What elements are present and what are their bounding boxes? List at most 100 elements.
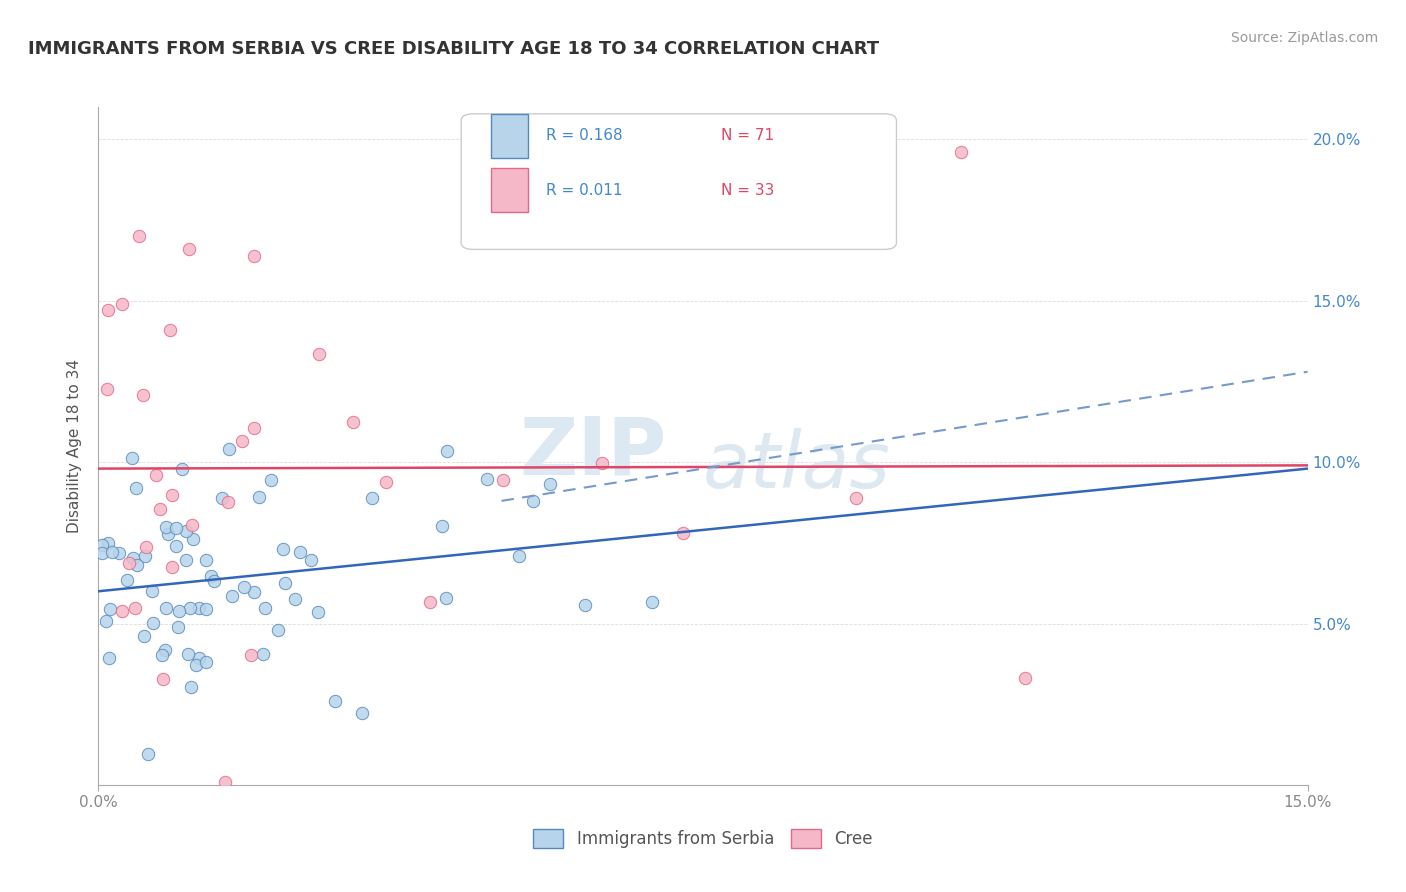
Point xyxy=(299,552,322,566)
Point xyxy=(323,694,346,708)
Text: R = 0.011: R = 0.011 xyxy=(546,183,623,198)
Point xyxy=(243,584,266,599)
Point xyxy=(307,605,329,619)
FancyBboxPatch shape xyxy=(461,114,897,250)
Point xyxy=(181,517,204,532)
Point xyxy=(167,620,190,634)
Point xyxy=(177,242,200,256)
Point xyxy=(176,648,198,662)
FancyBboxPatch shape xyxy=(492,114,527,158)
Point xyxy=(845,491,868,505)
Point xyxy=(165,521,187,535)
Point xyxy=(436,591,458,605)
Point xyxy=(118,556,141,570)
Point xyxy=(155,519,177,533)
Point xyxy=(155,601,177,615)
Point xyxy=(342,415,364,429)
Point xyxy=(134,549,156,563)
Point xyxy=(352,706,374,720)
Point xyxy=(239,648,262,662)
Point xyxy=(149,502,172,516)
Point xyxy=(150,648,173,662)
Point xyxy=(271,541,294,556)
Point xyxy=(194,655,217,669)
Point xyxy=(202,574,225,588)
Point xyxy=(172,461,194,475)
Text: N = 71: N = 71 xyxy=(721,128,775,144)
Point xyxy=(145,468,167,483)
Point xyxy=(231,434,253,448)
Point xyxy=(152,672,174,686)
Text: Source: ZipAtlas.com: Source: ZipAtlas.com xyxy=(1230,31,1378,45)
Point xyxy=(142,615,165,630)
Point xyxy=(96,614,118,628)
Text: ZIP: ZIP xyxy=(519,414,666,491)
Point xyxy=(211,491,233,505)
Point xyxy=(591,456,613,470)
Point xyxy=(200,569,222,583)
Point xyxy=(375,475,398,489)
Point xyxy=(97,536,120,550)
Point xyxy=(160,560,183,574)
Point xyxy=(218,442,240,456)
Point xyxy=(179,601,201,615)
Point xyxy=(136,747,159,761)
Point xyxy=(283,591,305,606)
Text: R = 0.168: R = 0.168 xyxy=(546,128,623,144)
Point xyxy=(419,595,441,609)
Point xyxy=(195,553,218,567)
Point xyxy=(132,629,155,643)
Point xyxy=(508,549,530,564)
Point xyxy=(188,600,211,615)
Point xyxy=(574,598,596,612)
Point xyxy=(108,546,131,560)
Point xyxy=(243,421,266,435)
Point xyxy=(252,647,274,661)
Point xyxy=(260,473,283,487)
Point xyxy=(132,388,155,402)
Point xyxy=(267,623,290,637)
Text: IMMIGRANTS FROM SERBIA VS CREE DISABILITY AGE 18 TO 34 CORRELATION CHART: IMMIGRANTS FROM SERBIA VS CREE DISABILIT… xyxy=(28,40,879,58)
Point xyxy=(949,145,972,160)
Point xyxy=(361,491,384,505)
Point xyxy=(233,580,256,594)
Point xyxy=(91,546,114,560)
Point xyxy=(174,552,197,566)
Point xyxy=(98,651,121,665)
Point xyxy=(160,488,183,502)
Point xyxy=(101,545,124,559)
Point xyxy=(153,642,176,657)
Text: atlas: atlas xyxy=(703,428,891,504)
Point xyxy=(181,532,204,546)
Point xyxy=(186,657,208,672)
Point xyxy=(135,540,157,554)
Point xyxy=(125,481,148,495)
Point xyxy=(111,604,134,618)
Legend: Immigrants from Serbia, Cree: Immigrants from Serbia, Cree xyxy=(527,822,879,855)
Point xyxy=(111,296,134,310)
Point xyxy=(97,303,120,318)
Point xyxy=(475,472,498,486)
Point xyxy=(141,584,163,599)
Text: N = 33: N = 33 xyxy=(721,183,775,198)
Point xyxy=(167,604,190,618)
Y-axis label: Disability Age 18 to 34: Disability Age 18 to 34 xyxy=(67,359,83,533)
Point xyxy=(214,774,236,789)
Point xyxy=(127,558,149,573)
Point xyxy=(430,518,453,533)
Point xyxy=(308,346,330,360)
Point xyxy=(672,526,695,541)
Point xyxy=(1014,671,1036,685)
Point xyxy=(188,651,211,665)
Point xyxy=(247,490,270,504)
Point xyxy=(121,450,143,465)
Point xyxy=(91,538,114,552)
Point xyxy=(180,680,202,694)
Point xyxy=(436,444,458,458)
Point xyxy=(194,602,217,616)
Point xyxy=(128,229,150,244)
Point xyxy=(217,495,239,509)
Point xyxy=(174,524,197,538)
Point xyxy=(506,213,529,227)
Point xyxy=(96,382,118,396)
